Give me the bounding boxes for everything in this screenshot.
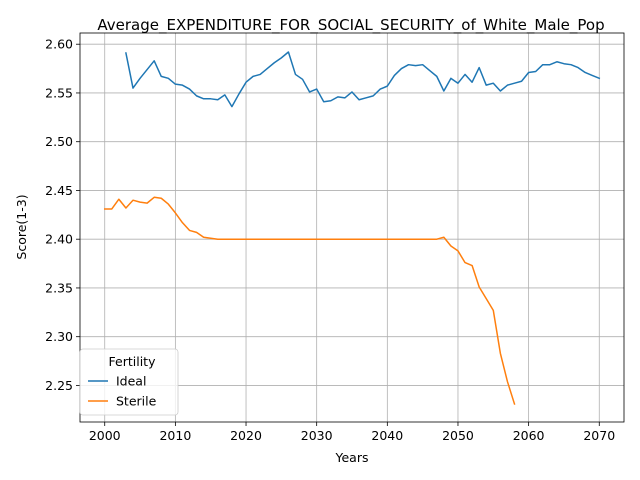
x-tick-label: 2030 — [301, 428, 333, 443]
series-layer — [103, 51, 601, 405]
series-line-sterile — [103, 196, 516, 405]
legend-label-sterile: Sterile — [116, 394, 157, 409]
legend-title: Fertility — [109, 354, 157, 369]
y-axis-label: Score(1-3) — [14, 194, 29, 259]
x-axis-label: Years — [335, 450, 369, 465]
y-tick-label: 2.45 — [45, 183, 73, 198]
y-tick-label: 2.30 — [45, 329, 73, 344]
x-tick-label: 2050 — [442, 428, 474, 443]
y-tick-label: 2.50 — [45, 134, 73, 149]
x-tick-label: 2020 — [230, 428, 262, 443]
y-tick-label: 2.40 — [45, 232, 73, 247]
y-tick-label: 2.60 — [45, 37, 73, 52]
x-tick-label: 2070 — [583, 428, 615, 443]
x-tick-label: 2010 — [159, 428, 191, 443]
series-line-ideal — [125, 51, 601, 108]
plot-frame — [79, 32, 625, 423]
legend-label-ideal: Ideal — [116, 374, 146, 389]
x-tick-label: 2060 — [513, 428, 545, 443]
x-tick-label: 2000 — [89, 428, 121, 443]
legend: Fertility Ideal Sterile — [79, 348, 179, 416]
x-tick-label: 2040 — [371, 428, 403, 443]
legend-box — [79, 348, 179, 416]
y-tick-label: 2.35 — [45, 280, 73, 295]
chart-title: Average_EXPENDITURE_FOR_SOCIAL_SECURITY_… — [97, 16, 604, 35]
y-tick-label: 2.25 — [45, 378, 73, 393]
y-tick-label: 2.55 — [45, 85, 73, 100]
tick-layer: 2000 2010 2020 2030 2040 2050 2060 2070 2.25 2.30… — [45, 37, 615, 443]
